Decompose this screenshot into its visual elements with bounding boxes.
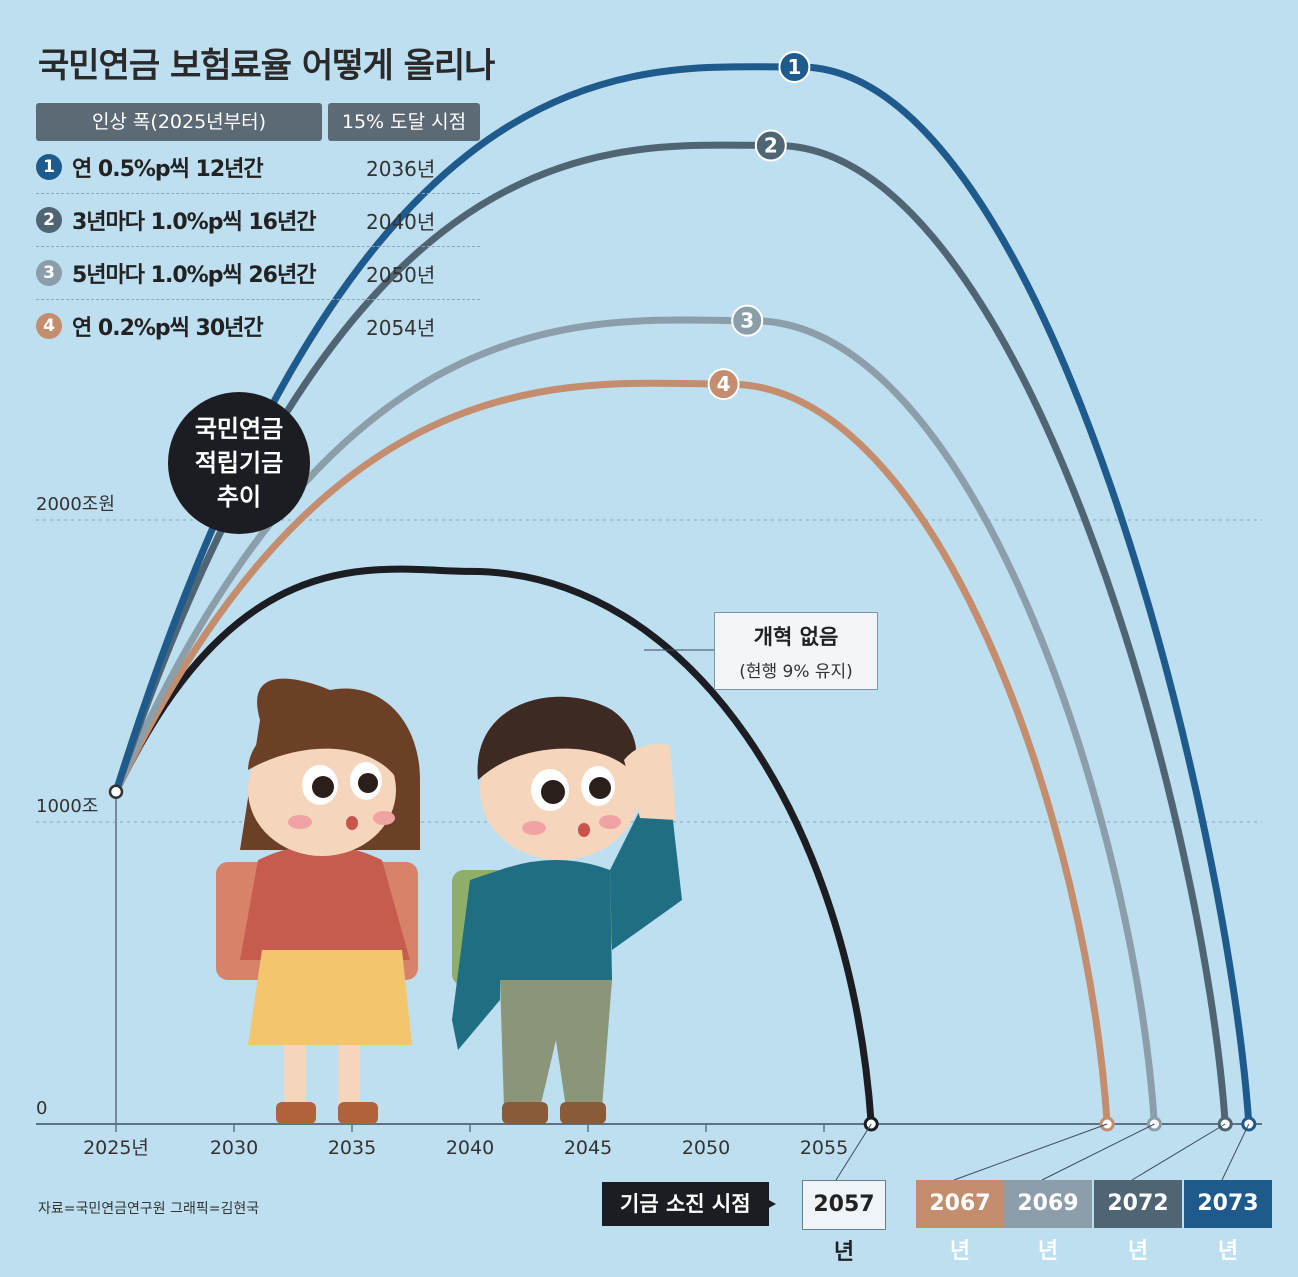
end-year-baseline: 2057년 bbox=[802, 1180, 886, 1265]
badge-line: 국민연금 bbox=[194, 415, 284, 443]
series-marker-label: 4 bbox=[717, 372, 731, 396]
x-tick-label: 2025년 bbox=[83, 1137, 149, 1159]
x-tick-label: 2040 bbox=[446, 1137, 494, 1159]
no-reform-callout: 개혁 없음 (현행 9% 유지) bbox=[714, 612, 878, 690]
end-year-2: 2072년 bbox=[1094, 1180, 1182, 1264]
legend-row: 3 5년마다 1.0%p씩 26년간 2050년 bbox=[36, 247, 480, 300]
y-tick-label: 1000조 bbox=[36, 796, 98, 817]
exhaustion-arrow-icon bbox=[758, 1194, 776, 1214]
legend-year: 2054년 bbox=[366, 315, 436, 340]
end-year-1: 2073년 bbox=[1184, 1180, 1272, 1264]
leader-line bbox=[1131, 1123, 1226, 1181]
leader-line bbox=[1221, 1123, 1250, 1181]
x-tick-label: 2055 bbox=[800, 1137, 848, 1159]
leader-line bbox=[1041, 1123, 1155, 1181]
series-marker bbox=[778, 51, 811, 83]
legend-number: 3 bbox=[36, 260, 62, 286]
y-tick-label: 0 bbox=[36, 1098, 47, 1119]
series-marker bbox=[707, 368, 740, 401]
legend-year: 2040년 bbox=[366, 209, 436, 234]
legend-row: 1 연 0.5%p씩 12년간 2036년 bbox=[36, 141, 480, 194]
leader-line bbox=[835, 1123, 872, 1181]
source-credit: 자료=국민연금연구원 그래픽=김현국 bbox=[38, 1201, 260, 1217]
legend-header: 인상 폭(2025년부터) 15% 도달 시점 bbox=[36, 103, 480, 141]
legend-label: 연 0.2%p씩 30년간 bbox=[72, 316, 264, 341]
children-illustration bbox=[216, 678, 682, 1124]
page-title: 국민연금 보험료율 어떻게 올리나 bbox=[38, 46, 495, 86]
legend-header-reach: 15% 도달 시점 bbox=[328, 103, 480, 141]
badge-line: 추이 bbox=[216, 483, 262, 511]
leader-line bbox=[953, 1123, 1108, 1181]
x-tick-label: 2035 bbox=[328, 1137, 376, 1159]
legend-header-increase: 인상 폭(2025년부터) bbox=[36, 103, 322, 141]
legend-year: 2036년 bbox=[366, 156, 436, 181]
legend-number: 2 bbox=[36, 207, 62, 233]
fund-trend-badge: 국민연금 적립기금 추이 bbox=[168, 392, 310, 534]
series-marker bbox=[731, 304, 764, 337]
legend-table: 인상 폭(2025년부터) 15% 도달 시점 1 연 0.5%p씩 12년간 … bbox=[36, 103, 480, 352]
series-line bbox=[112, 565, 875, 1128]
end-year-4: 2067년 bbox=[916, 1180, 1004, 1264]
badge-line: 적립기금 bbox=[194, 449, 284, 477]
boy-illustration bbox=[452, 696, 682, 1124]
y-tick-label: 2000조원 bbox=[36, 494, 115, 515]
callout-title: 개혁 없음 bbox=[753, 625, 839, 649]
legend-label: 3년마다 1.0%p씩 16년간 bbox=[72, 210, 316, 235]
exhaustion-label: 기금 소진 시점 bbox=[602, 1182, 769, 1226]
x-tick-label: 2045 bbox=[564, 1137, 612, 1159]
x-tick-label: 2030 bbox=[210, 1137, 258, 1159]
legend-number: 4 bbox=[36, 313, 62, 339]
legend-label: 연 0.5%p씩 12년간 bbox=[72, 157, 264, 182]
series-marker bbox=[754, 129, 787, 162]
callout-subtitle: (현행 9% 유지) bbox=[739, 662, 853, 682]
series-marker-label: 3 bbox=[740, 309, 754, 333]
legend-label: 5년마다 1.0%p씩 26년간 bbox=[72, 263, 316, 288]
infographic: 0 1000조 2000조원 2025년 2030 2035 2040 2045 2050 205… bbox=[36, 46, 1272, 1265]
legend-row: 2 3년마다 1.0%p씩 16년간 2040년 bbox=[36, 194, 480, 247]
x-tick-label: 2050 bbox=[682, 1137, 730, 1159]
legend-number: 1 bbox=[36, 154, 62, 180]
start-point bbox=[108, 784, 124, 800]
legend-year: 2050년 bbox=[366, 262, 436, 287]
end-year-3: 2069년 bbox=[1004, 1180, 1092, 1264]
series-marker-label: 1 bbox=[787, 55, 801, 79]
series-marker-label: 2 bbox=[764, 134, 778, 158]
girl-illustration bbox=[216, 678, 420, 1124]
legend-row: 4 연 0.2%p씩 30년간 2054년 bbox=[36, 300, 480, 352]
fund-chart: 0 1000조 2000조원 2025년 2030 2035 2040 2045 2050 205… bbox=[36, 51, 1262, 1181]
